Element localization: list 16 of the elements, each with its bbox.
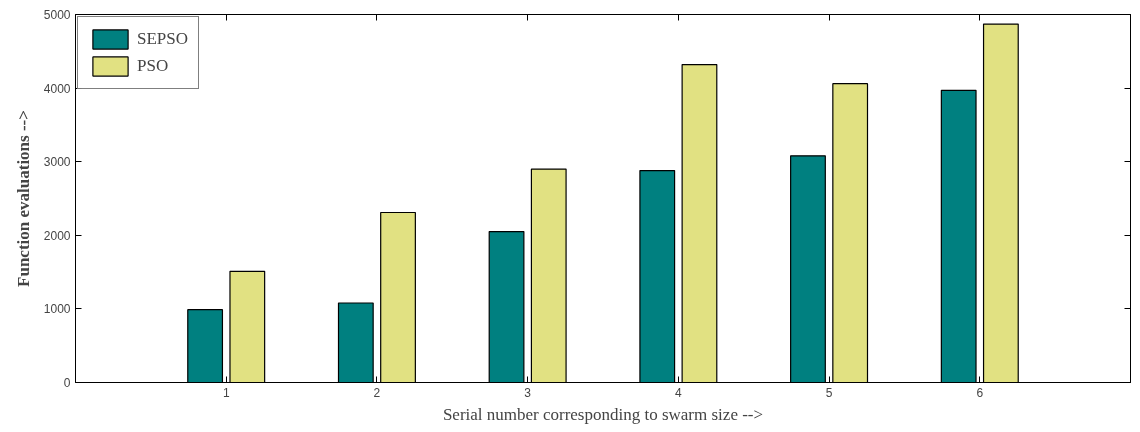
x-tick-label: 5 — [825, 385, 833, 400]
x-tick-label: 1 — [222, 385, 230, 400]
legend-label: SEPSO — [137, 29, 189, 49]
y-axis-title: Function evaluations --> — [13, 110, 33, 287]
x-tick-label: 3 — [524, 385, 532, 400]
y-tick-label: 1000 — [43, 302, 71, 317]
y-tick-label: 4000 — [43, 81, 71, 96]
y-tick-label: 3000 — [43, 155, 71, 170]
x-tick-label: 6 — [976, 385, 984, 400]
legend-label: PSO — [137, 56, 169, 76]
x-tick-label: 2 — [373, 385, 381, 400]
y-tick-label: 0 — [63, 376, 71, 390]
y-tick-label: 5000 — [43, 8, 71, 22]
y-tick-label: 2000 — [43, 228, 71, 243]
x-axis-title: Serial number corresponding to swarm size --> — [442, 404, 764, 424]
x-tick-label: 4 — [675, 385, 683, 400]
